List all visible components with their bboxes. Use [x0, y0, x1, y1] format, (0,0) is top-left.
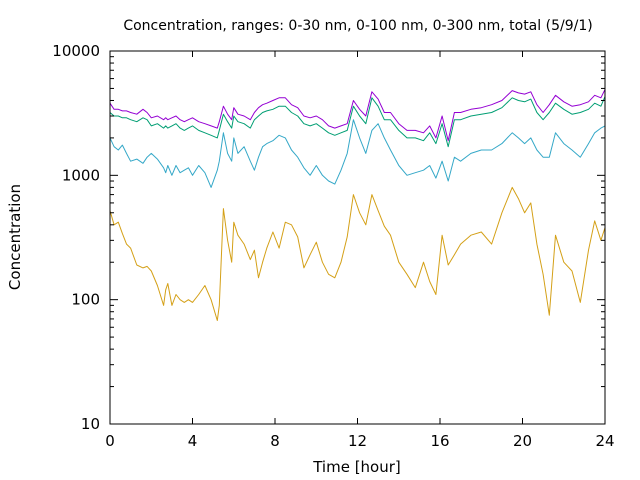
y-tick-label: 1000 — [62, 166, 100, 184]
x-tick-label: 0 — [105, 432, 115, 450]
x-axis-title: Time [hour] — [312, 458, 401, 476]
y-axis-title: Concentration — [6, 184, 24, 290]
series-line-3 — [109, 96, 606, 148]
series-line-2 — [109, 119, 606, 188]
y-tick-label: 10000 — [52, 42, 100, 60]
x-axis: 0 4 8 12 16 20 24 — [105, 51, 615, 450]
plot-area — [109, 89, 606, 321]
x-tick-label: 16 — [430, 432, 449, 450]
x-tick-label: 24 — [595, 432, 614, 450]
series-line-1 — [109, 186, 606, 321]
series-line-4 — [109, 89, 606, 142]
x-tick-label: 20 — [513, 432, 532, 450]
x-tick-label: 8 — [270, 432, 280, 450]
x-tick-label: 12 — [348, 432, 367, 450]
x-tick-label: 4 — [188, 432, 198, 450]
y-tick-label: 100 — [71, 291, 100, 309]
y-axis: 10 100 1000 10000 — [52, 42, 605, 433]
series-layer — [109, 89, 606, 321]
chart-title: Concentration, ranges: 0-30 nm, 0-100 nm… — [123, 18, 592, 34]
y-tick-label: 10 — [81, 415, 100, 433]
